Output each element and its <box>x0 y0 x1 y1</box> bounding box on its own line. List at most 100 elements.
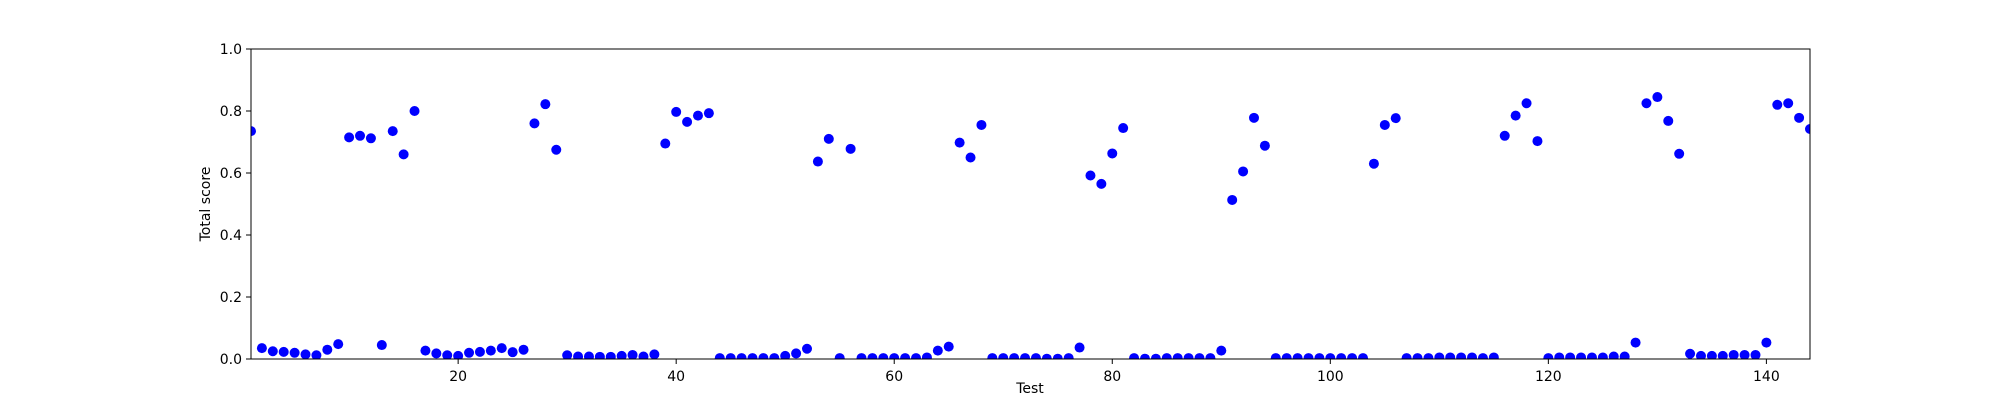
data-point <box>365 133 376 144</box>
data-point <box>1608 351 1619 359</box>
data-point <box>1194 353 1205 359</box>
data-point <box>594 351 605 359</box>
data-point <box>1728 349 1739 359</box>
data-point <box>1009 353 1020 359</box>
data-point <box>573 351 584 359</box>
data-point <box>1183 353 1194 359</box>
data-point <box>823 133 834 144</box>
data-point <box>1783 98 1794 109</box>
data-point <box>464 347 475 358</box>
data-point <box>1630 337 1641 348</box>
y-axis-title: Total score <box>198 167 214 243</box>
y-tick-label: 0.4 <box>220 228 242 244</box>
x-tick-label: 120 <box>1535 369 1562 385</box>
data-point <box>1368 158 1379 169</box>
data-point <box>1543 353 1554 359</box>
data-point <box>867 353 878 359</box>
data-point <box>1041 353 1052 359</box>
y-tick-label: 0.8 <box>220 104 242 120</box>
data-point <box>791 348 802 359</box>
data-point <box>1772 99 1783 110</box>
data-point <box>507 347 518 358</box>
x-tick-label: 80 <box>1103 369 1121 385</box>
data-point <box>1499 130 1510 141</box>
data-point <box>1652 92 1663 103</box>
data-point <box>1674 148 1685 159</box>
data-point <box>355 130 366 141</box>
data-point <box>1685 348 1696 359</box>
data-point <box>758 353 769 359</box>
data-point <box>1325 353 1336 359</box>
data-point <box>1477 353 1488 359</box>
data-point <box>1020 353 1031 359</box>
data-point <box>431 348 442 359</box>
data-points <box>251 92 1810 359</box>
data-point <box>1292 353 1303 359</box>
data-point <box>1532 136 1543 147</box>
data-point <box>1663 115 1674 126</box>
data-point <box>322 344 333 355</box>
data-point <box>1281 353 1292 359</box>
data-point <box>1805 123 1810 134</box>
data-point <box>409 106 420 116</box>
data-point <box>703 108 714 119</box>
data-point <box>1238 166 1249 177</box>
data-point <box>1107 148 1118 159</box>
data-point <box>1695 350 1706 359</box>
data-point <box>1521 98 1532 109</box>
data-point <box>300 349 311 359</box>
y-tick-label: 0.6 <box>220 166 242 182</box>
data-point <box>1739 349 1750 359</box>
data-point <box>1347 353 1358 359</box>
data-point <box>1096 178 1107 189</box>
data-point <box>802 343 813 354</box>
data-point <box>529 118 540 129</box>
data-point <box>1118 123 1129 134</box>
data-point <box>1074 342 1085 353</box>
data-point <box>251 126 256 137</box>
data-point <box>692 110 703 121</box>
data-point <box>1717 350 1728 359</box>
data-point <box>1358 353 1369 359</box>
x-axis-title: Test <box>1015 381 1044 397</box>
data-point <box>518 344 529 355</box>
data-point <box>1314 353 1325 359</box>
data-point <box>1205 353 1216 359</box>
data-point <box>812 156 823 167</box>
data-point <box>845 143 856 154</box>
data-point <box>682 116 693 127</box>
data-point <box>1467 352 1478 359</box>
data-point <box>1456 352 1467 359</box>
data-point <box>1641 98 1652 109</box>
data-point <box>474 346 485 357</box>
data-point <box>289 347 300 358</box>
x-tick-label: 20 <box>449 369 467 385</box>
data-point <box>1445 352 1456 359</box>
y-tick-label: 0.0 <box>220 352 242 368</box>
data-point <box>627 349 638 359</box>
data-point <box>878 353 889 359</box>
data-point <box>1063 353 1074 359</box>
data-point <box>1390 113 1401 124</box>
data-point <box>1761 337 1772 348</box>
data-point <box>1576 352 1587 359</box>
data-point <box>1172 353 1183 359</box>
data-point <box>649 349 660 359</box>
data-point <box>1336 353 1347 359</box>
data-point <box>1565 352 1576 359</box>
data-point <box>780 350 791 359</box>
data-point <box>911 353 922 359</box>
x-tick-label: 140 <box>1753 369 1780 385</box>
data-point <box>1510 110 1521 121</box>
data-point <box>398 149 409 160</box>
data-point <box>1248 112 1259 123</box>
data-point <box>1303 353 1314 359</box>
data-point <box>562 350 573 359</box>
data-point <box>1216 345 1227 356</box>
data-point <box>943 341 954 352</box>
data-point <box>987 353 998 359</box>
data-point <box>1150 353 1161 359</box>
data-point <box>1554 352 1565 359</box>
data-point <box>1085 170 1096 181</box>
